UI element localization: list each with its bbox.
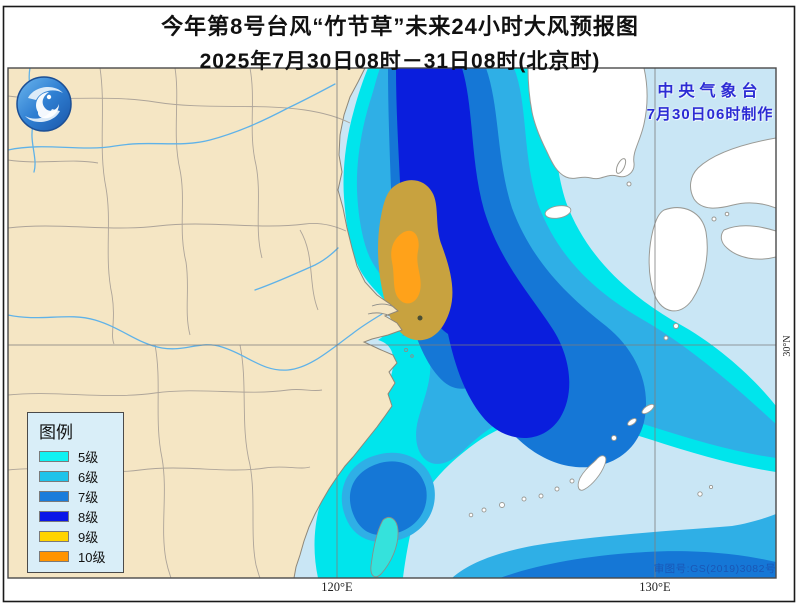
axis-label-30n: 30°N (781, 335, 793, 357)
legend-row-level10: 10级 (39, 546, 123, 566)
axis-label-120e: 120°E (321, 580, 353, 594)
legend-swatch-level6 (39, 470, 69, 482)
legend-row-level9: 9级 (39, 526, 123, 546)
graticule (8, 68, 776, 578)
japan-islands (615, 137, 776, 341)
map-approval-watermark: 审图号:GS(2019)3082号 (653, 563, 776, 575)
page-title: 今年第8号台风“竹节草”未来24小时大风预报图 (161, 14, 639, 39)
legend-swatch-level8 (39, 510, 69, 522)
legend-row-level6: 6级 (39, 466, 123, 486)
legend-label-level7: 7级 (78, 489, 99, 505)
legend-swatch-level9 (39, 530, 69, 542)
tsushima (615, 158, 627, 174)
wind-area-level10 (391, 230, 421, 304)
cma-logo (16, 76, 72, 132)
legend-label-level8: 8级 (78, 509, 99, 525)
legend-row-level7: 7级 (39, 486, 123, 506)
south-band-level7 (500, 551, 776, 578)
legend-box: 图例 5级 6级 7级 8级 9级 10级 (27, 412, 124, 573)
honshu (690, 137, 776, 209)
typhoon-center-dot (417, 315, 423, 321)
page-subtitle: 2025年7月30日08时－31日08时(北京时) (199, 50, 601, 73)
page-border (2, 5, 796, 603)
legend-row-level8: 8级 (39, 506, 123, 526)
ryukyu-islands (468, 403, 714, 518)
korea-peninsula (527, 68, 648, 180)
legend-label-level5: 5级 (78, 449, 99, 465)
legend-label-level10: 10级 (78, 549, 106, 565)
legend-row-level5: 5级 (39, 446, 123, 466)
delta-island-outlines (367, 303, 414, 358)
legend-swatch-level10 (39, 550, 69, 562)
wind-area-level8 (396, 68, 570, 439)
legend-label-level9: 9级 (78, 529, 99, 545)
kyushu (648, 207, 708, 312)
agency-issue-time: 7月30日06时制作 (646, 106, 774, 123)
legend-swatch-level7 (39, 490, 69, 502)
map-title-block: 今年第8号台风“竹节草”未来24小时大风预报图 2025年7月30日08时－31… (0, 9, 800, 75)
agency-name: 中央气象台 (657, 83, 763, 100)
strait-wind-level7 (349, 461, 427, 536)
axis-label-130e: 130°E (639, 580, 671, 594)
legend-swatch-level5 (39, 450, 69, 462)
agency-stamp: 中央气象台 7月30日06时制作 (628, 77, 792, 124)
shikoku (720, 225, 776, 260)
taiwan-island (370, 517, 399, 578)
legend-label-level6: 6级 (78, 469, 99, 485)
legend-title: 图例 (39, 423, 73, 442)
jeju-island (544, 205, 572, 219)
map-frame (7, 67, 777, 579)
